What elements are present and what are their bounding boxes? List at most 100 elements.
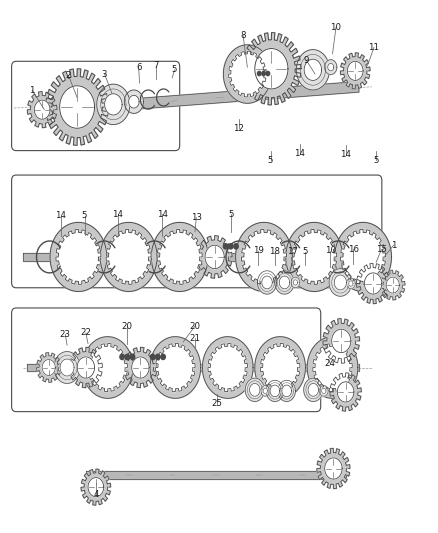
- Polygon shape: [296, 50, 329, 90]
- Circle shape: [266, 71, 270, 76]
- Polygon shape: [150, 337, 201, 398]
- Polygon shape: [132, 357, 149, 378]
- Polygon shape: [50, 222, 107, 292]
- Text: 7: 7: [153, 61, 159, 70]
- Text: 21: 21: [190, 334, 201, 343]
- Polygon shape: [270, 385, 280, 397]
- Polygon shape: [334, 275, 346, 290]
- Polygon shape: [229, 51, 266, 97]
- Polygon shape: [242, 33, 301, 105]
- Polygon shape: [81, 82, 359, 114]
- Polygon shape: [54, 352, 80, 383]
- Polygon shape: [22, 253, 383, 261]
- Polygon shape: [155, 343, 195, 392]
- Polygon shape: [42, 360, 55, 375]
- Text: 14: 14: [112, 210, 123, 219]
- Text: 10: 10: [325, 246, 336, 255]
- Polygon shape: [317, 448, 350, 489]
- Text: 5: 5: [303, 247, 308, 256]
- Polygon shape: [323, 319, 360, 364]
- Polygon shape: [346, 278, 355, 289]
- Text: 2: 2: [66, 70, 71, 79]
- Polygon shape: [255, 49, 288, 89]
- Polygon shape: [340, 229, 385, 285]
- Polygon shape: [157, 229, 202, 285]
- Polygon shape: [266, 380, 284, 401]
- Polygon shape: [325, 60, 337, 75]
- Polygon shape: [241, 229, 286, 285]
- Text: 14: 14: [294, 149, 305, 158]
- Polygon shape: [258, 271, 277, 294]
- Polygon shape: [263, 388, 268, 393]
- Polygon shape: [124, 90, 144, 114]
- Polygon shape: [286, 222, 343, 292]
- Text: 25: 25: [211, 399, 223, 408]
- Text: 24: 24: [325, 359, 336, 368]
- Circle shape: [155, 354, 160, 360]
- Polygon shape: [82, 337, 133, 398]
- Circle shape: [120, 354, 124, 360]
- Polygon shape: [106, 229, 151, 285]
- Polygon shape: [279, 276, 290, 289]
- Polygon shape: [245, 378, 265, 401]
- Polygon shape: [275, 271, 294, 294]
- Polygon shape: [36, 353, 61, 382]
- Text: 8: 8: [240, 31, 246, 40]
- Polygon shape: [88, 343, 127, 392]
- Text: 20: 20: [122, 321, 133, 330]
- Text: 15: 15: [376, 245, 387, 254]
- Polygon shape: [278, 380, 295, 401]
- Polygon shape: [262, 276, 272, 289]
- Circle shape: [258, 71, 261, 76]
- Polygon shape: [34, 100, 50, 119]
- Text: 5: 5: [172, 66, 177, 74]
- Polygon shape: [321, 388, 326, 393]
- Text: 20: 20: [190, 321, 201, 330]
- Text: 14: 14: [157, 210, 168, 219]
- Polygon shape: [308, 383, 318, 396]
- Polygon shape: [347, 61, 363, 80]
- Polygon shape: [357, 263, 390, 304]
- Polygon shape: [208, 343, 247, 392]
- Polygon shape: [202, 337, 253, 398]
- Polygon shape: [46, 69, 109, 146]
- Polygon shape: [307, 337, 358, 398]
- Text: 1: 1: [391, 241, 396, 250]
- Text: 12: 12: [233, 124, 244, 133]
- Circle shape: [262, 71, 265, 76]
- Polygon shape: [292, 229, 337, 285]
- Text: 5: 5: [229, 210, 234, 219]
- Text: 6: 6: [136, 63, 141, 71]
- Polygon shape: [205, 245, 224, 269]
- Polygon shape: [328, 63, 334, 71]
- Text: 9: 9: [304, 56, 309, 64]
- Polygon shape: [151, 222, 208, 292]
- Circle shape: [150, 354, 155, 360]
- Text: 5: 5: [374, 156, 379, 165]
- Polygon shape: [255, 337, 305, 398]
- Text: 18: 18: [269, 247, 280, 256]
- Polygon shape: [386, 277, 399, 293]
- Circle shape: [125, 354, 130, 360]
- Polygon shape: [81, 469, 111, 505]
- Text: 14: 14: [340, 150, 351, 159]
- Polygon shape: [282, 385, 291, 397]
- Polygon shape: [332, 329, 351, 353]
- Polygon shape: [340, 53, 370, 89]
- Polygon shape: [291, 277, 300, 288]
- Polygon shape: [129, 95, 139, 108]
- Polygon shape: [260, 343, 300, 392]
- Polygon shape: [27, 364, 359, 371]
- Polygon shape: [349, 281, 353, 286]
- Text: 1: 1: [29, 85, 35, 94]
- Text: 3: 3: [102, 70, 107, 78]
- Text: 19: 19: [253, 246, 264, 255]
- Polygon shape: [69, 348, 102, 387]
- Polygon shape: [293, 280, 297, 285]
- Text: 5: 5: [268, 156, 273, 165]
- Polygon shape: [223, 45, 272, 103]
- Polygon shape: [330, 373, 361, 411]
- Polygon shape: [364, 273, 382, 294]
- Polygon shape: [86, 471, 346, 479]
- Text: 16: 16: [348, 245, 359, 254]
